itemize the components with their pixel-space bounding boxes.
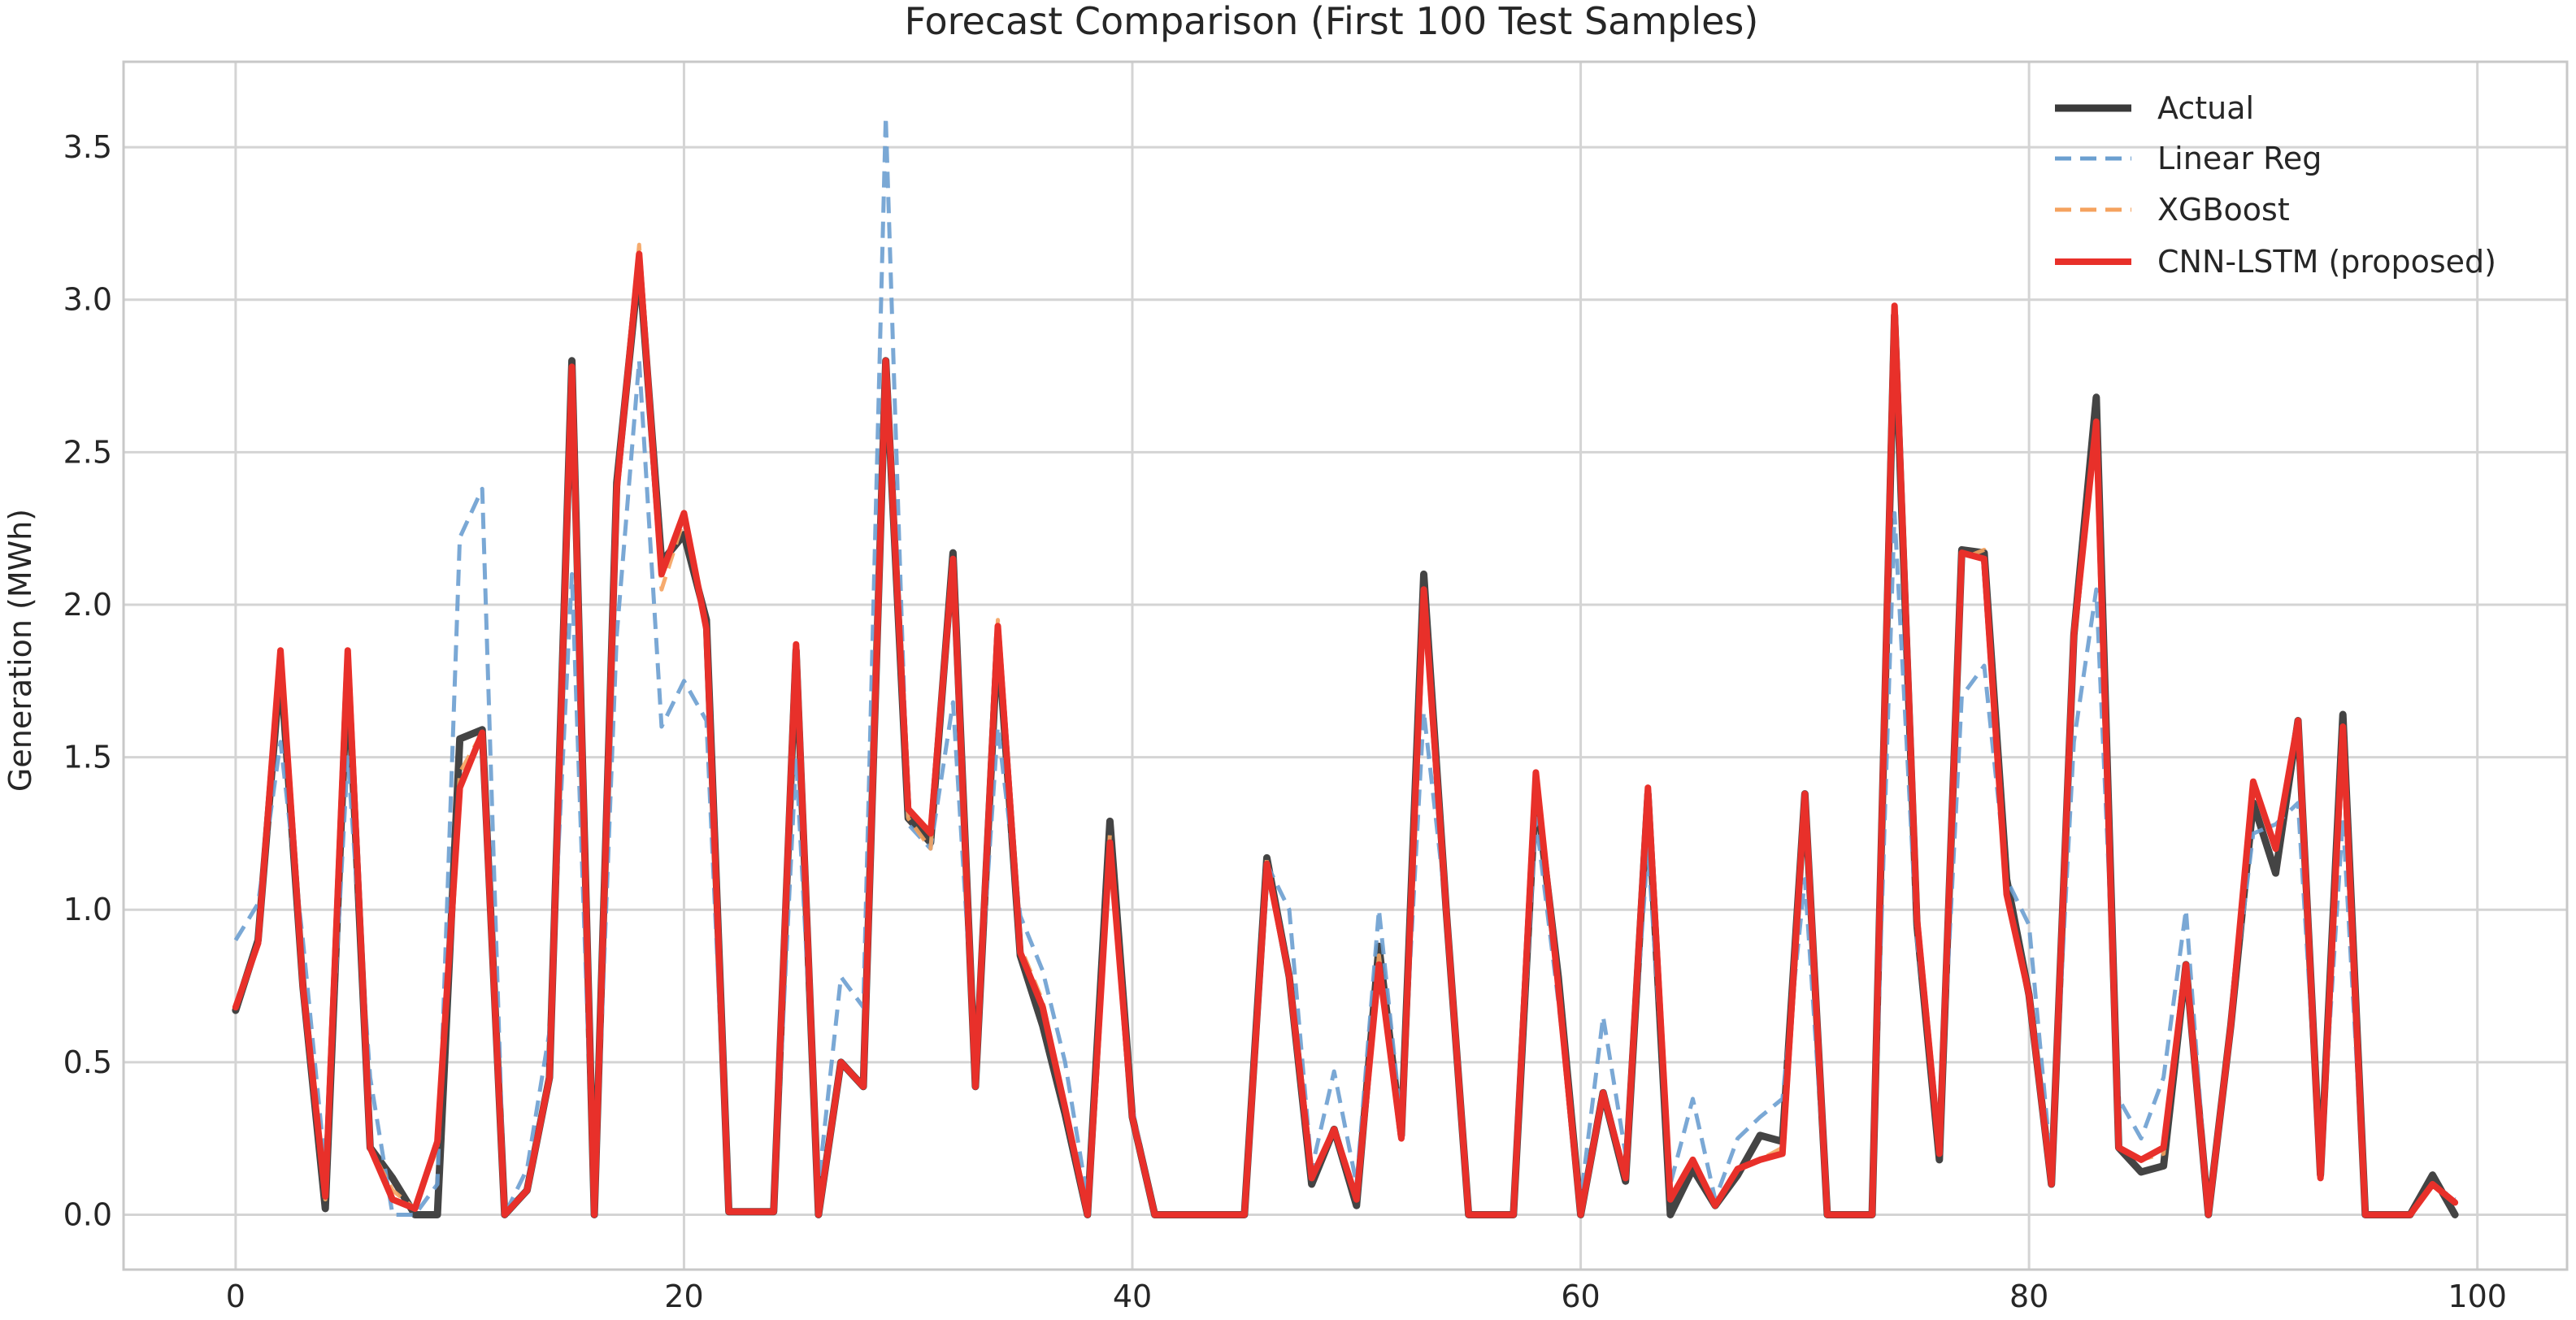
x-tick-label: 0 [226, 1279, 245, 1314]
x-tick-label: 80 [2009, 1279, 2048, 1314]
y-tick-label: 1.5 [63, 740, 112, 775]
series-line-linear-reg [233, 115, 2457, 1217]
y-tick-label: 3.5 [63, 129, 112, 165]
legend-label: CNN-LSTM (proposed) [2157, 244, 2496, 280]
x-tick-label: 100 [2448, 1279, 2507, 1314]
y-axis-label: Generation (MWh) [2, 509, 38, 792]
y-tick-label: 2.0 [63, 587, 112, 623]
y-tick-label: 0.0 [63, 1196, 112, 1232]
y-tick-label: 1.0 [63, 892, 112, 927]
chart-title: Forecast Comparison (First 100 Test Samp… [905, 0, 1759, 43]
x-tick-label: 20 [664, 1279, 703, 1314]
legend-label: XGBoost [2157, 192, 2290, 228]
x-tick-label: 40 [1113, 1279, 1152, 1314]
plot-frame [122, 60, 2569, 1271]
plot-area: 0 20 40 60 80 100 0.0 0.5 1.0 1.5 2.0 2.5 3.0 3.5 Actu… [63, 60, 2569, 1314]
legend-label: Linear Reg [2157, 141, 2322, 176]
x-tick-label: 60 [1561, 1279, 1600, 1314]
y-tick-label: 2.5 [63, 434, 112, 470]
y-tick-label: 3.0 [63, 282, 112, 318]
y-tick-label: 0.5 [63, 1044, 112, 1080]
series-line-cnn-lstm-proposed [232, 250, 2459, 1218]
legend-label: Actual [2157, 90, 2254, 126]
